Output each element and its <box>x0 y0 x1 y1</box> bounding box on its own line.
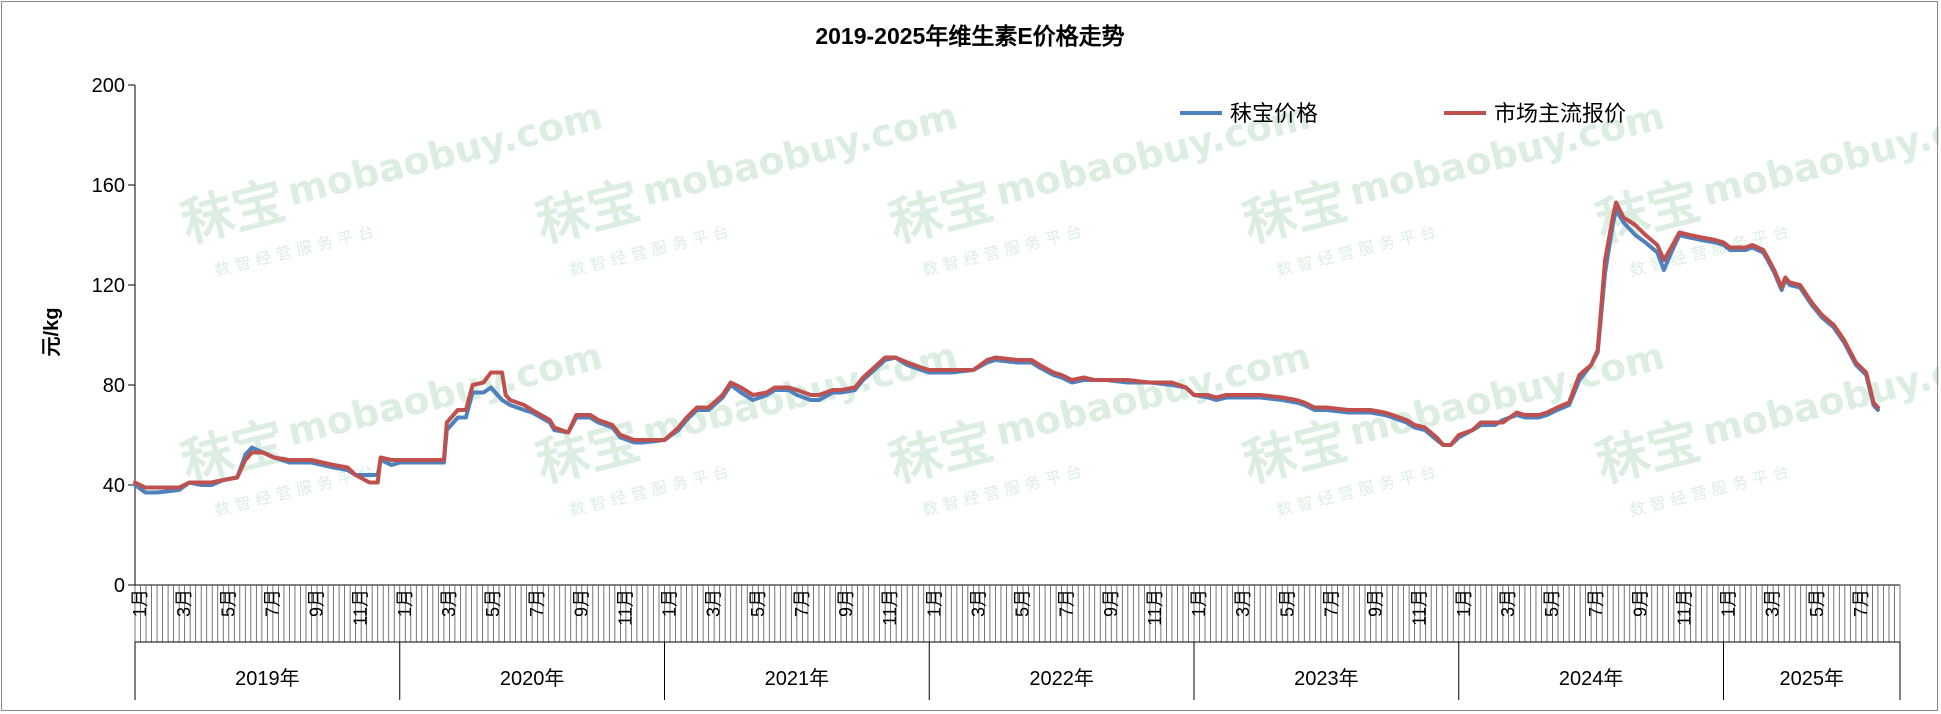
legend-entry: 秣宝价格 <box>1230 101 1318 126</box>
x-month-label: 7月 <box>1851 589 1871 617</box>
x-month-label: 11月 <box>615 589 635 626</box>
chart-title: 2019-2025年维生素E价格走势 <box>815 23 1124 49</box>
x-month-label: 5月 <box>1542 589 1562 617</box>
x-month-label: 9月 <box>1101 589 1121 617</box>
x-month-label: 11月 <box>351 589 371 626</box>
x-month-label: 9月 <box>307 589 327 617</box>
watermark-logo: 秣宝 <box>1238 171 1353 254</box>
y-tick-label: 80 <box>103 375 125 397</box>
x-month-label: 9月 <box>836 589 856 617</box>
x-month-label: 1月 <box>395 589 415 617</box>
watermark-domain: mobaobuy.com <box>1698 94 1939 215</box>
series-layer <box>133 200 1880 495</box>
x-year-label: 2020年 <box>500 667 565 690</box>
y-tick-label: 200 <box>92 75 125 97</box>
x-month-label: 3月 <box>439 589 459 617</box>
x-month-label: 1月 <box>924 589 944 617</box>
y-tick-label: 160 <box>92 175 125 197</box>
x-month-label: 1月 <box>1454 589 1474 617</box>
x-month-label: 9月 <box>1366 589 1386 617</box>
x-month-label: 5月 <box>1807 589 1827 617</box>
series-line-2 <box>133 200 1880 490</box>
x-year-label: 2025年 <box>1780 667 1845 690</box>
x-year-label: 2021年 <box>765 667 830 690</box>
x-month-label: 7月 <box>262 589 282 617</box>
legend-entry: 市场主流报价 <box>1494 101 1626 126</box>
axes: 0 40 80 120 160 200 1月 3月 5月 7月 9月 11月 1月 3月 5月 7月 9月 11月… <box>92 75 1901 700</box>
x-month-label: 5月 <box>748 589 768 617</box>
x-month-label: 5月 <box>218 589 238 617</box>
x-year-label: 2022年 <box>1029 667 1094 690</box>
x-month-label: 3月 <box>1763 589 1783 617</box>
watermark-logo: 秣宝 <box>1591 411 1706 494</box>
x-month-label: 5月 <box>1277 589 1297 617</box>
x-month-label: 11月 <box>1674 589 1694 626</box>
watermark-domain: mobaobuy.com <box>1698 334 1939 455</box>
x-month-label: 3月 <box>1233 589 1253 617</box>
x-month-label: 1月 <box>130 589 150 617</box>
x-month-label: 1月 <box>660 589 680 617</box>
x-month-label: 7月 <box>1321 589 1341 617</box>
x-year-label: 2023年 <box>1294 667 1359 690</box>
watermark-logo: 秣宝 <box>176 171 291 254</box>
y-tick-label: 0 <box>114 575 125 597</box>
watermark-logo: 秣宝 <box>531 171 646 254</box>
watermark-logo: 秣宝 <box>884 411 999 494</box>
x-month-label: 1月 <box>1189 589 1209 617</box>
x-month-label: 7月 <box>1586 589 1606 617</box>
x-month-label: 5月 <box>483 589 503 617</box>
x-month-label: 3月 <box>1498 589 1518 617</box>
x-month-label: 5月 <box>1013 589 1033 617</box>
x-month-label: 11月 <box>1145 589 1165 626</box>
x-year-label: 2019年 <box>235 667 300 690</box>
x-year-label: 2024年 <box>1559 667 1624 690</box>
legend: 秣宝价格 市场主流报价 <box>1180 101 1626 126</box>
x-month-label: 3月 <box>968 589 988 617</box>
x-month-label: 1月 <box>1719 589 1739 617</box>
watermark-logo: 秣宝 <box>1238 411 1353 494</box>
x-month-label: 11月 <box>1410 589 1430 626</box>
x-month-label: 9月 <box>571 589 591 617</box>
x-month-label: 3月 <box>174 589 194 617</box>
x-month-label: 9月 <box>1630 589 1650 617</box>
x-month-label: 11月 <box>880 589 900 626</box>
x-month-label: 7月 <box>1057 589 1077 617</box>
x-month-label: 7月 <box>792 589 812 617</box>
y-tick-label: 120 <box>92 275 125 297</box>
y-tick-label: 40 <box>103 475 125 497</box>
watermark-logo: 秣宝 <box>884 171 999 254</box>
x-month-label: 3月 <box>704 589 724 617</box>
series-line-1 <box>133 208 1880 495</box>
x-month-label: 7月 <box>527 589 547 617</box>
y-axis-label: 元/kg <box>41 308 63 357</box>
